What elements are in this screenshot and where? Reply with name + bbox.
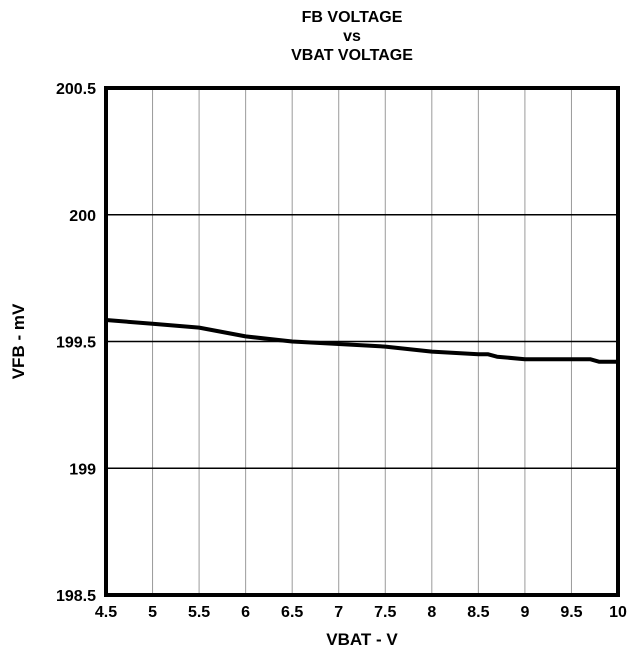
chart-title-line: vs bbox=[343, 28, 361, 45]
x-tick-label: 6 bbox=[241, 604, 250, 621]
y-tick-label: 200 bbox=[69, 208, 96, 225]
x-tick-label: 4.5 bbox=[95, 604, 117, 621]
y-axis-label: VFB - mV bbox=[9, 303, 28, 379]
series-line bbox=[105, 318, 618, 364]
x-tick-label: 5.5 bbox=[188, 604, 210, 621]
chart-title-line: VBAT VOLTAGE bbox=[291, 47, 413, 64]
x-tick-label: 7 bbox=[334, 604, 343, 621]
x-tick-label: 8 bbox=[427, 604, 436, 621]
x-tick-label: 8.5 bbox=[467, 604, 489, 621]
x-axis-label: VBAT - V bbox=[326, 630, 398, 649]
y-tick-label: 198.5 bbox=[56, 588, 96, 605]
chart-title-line: FB VOLTAGE bbox=[302, 9, 403, 26]
y-tick-label: 200.5 bbox=[56, 81, 96, 98]
y-tick-labels: 200.5 200 199.5 199 198.5 bbox=[56, 81, 96, 605]
y-tick-label: 199.5 bbox=[56, 335, 96, 352]
x-tick-labels: 4.5 5 5.5 6 6.5 7 7.5 8 8.5 9 9.5 10 bbox=[95, 604, 627, 621]
x-tick-label: 6.5 bbox=[281, 604, 303, 621]
y-tick-label: 199 bbox=[69, 461, 96, 478]
x-tick-label: 5 bbox=[148, 604, 157, 621]
x-tick-label: 10 bbox=[609, 604, 627, 621]
x-tick-label: 7.5 bbox=[374, 604, 396, 621]
chart-title: FB VOLTAGE vs VBAT VOLTAGE bbox=[291, 9, 413, 64]
plot-frame bbox=[104, 86, 620, 597]
x-tick-label: 9.5 bbox=[560, 604, 582, 621]
x-tick-label: 9 bbox=[520, 604, 529, 621]
grid bbox=[106, 88, 618, 595]
